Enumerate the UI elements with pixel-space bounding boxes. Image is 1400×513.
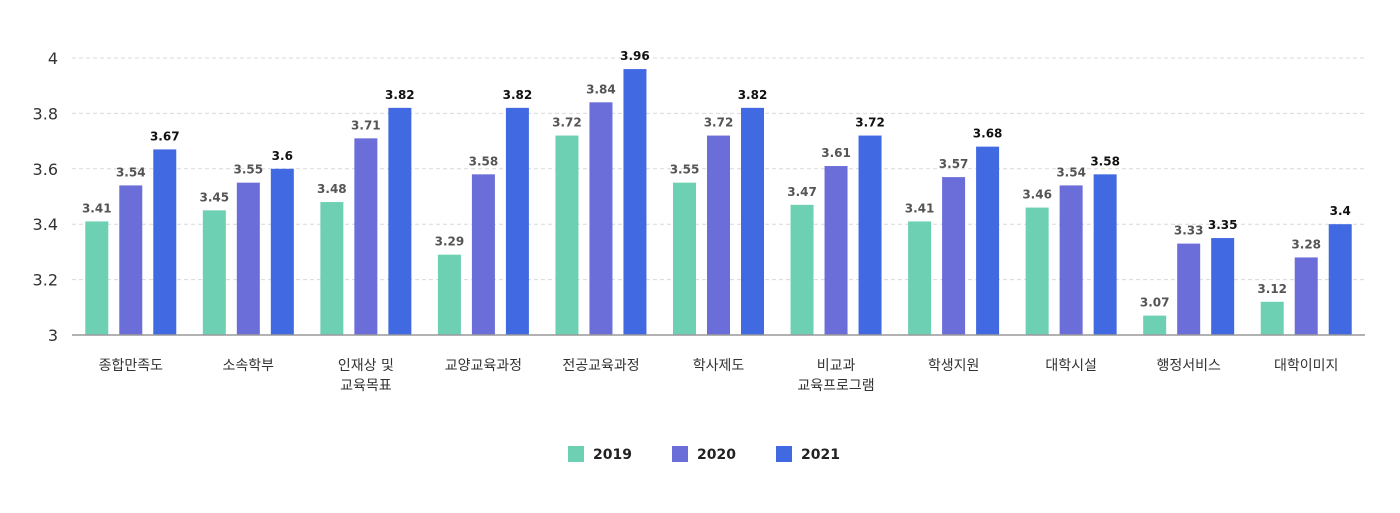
data-label: 3.68: [973, 127, 1003, 141]
y-tick-label: 3.2: [33, 271, 58, 290]
bar-2021: [505, 107, 529, 335]
data-label: 3.58: [1090, 154, 1120, 168]
data-label: 3.35: [1208, 218, 1238, 232]
data-label: 3.67: [150, 129, 180, 143]
bar-2021: [1328, 224, 1352, 335]
y-axis-tick-labels: 3 3.2 3.4 3.6 3.8 4: [33, 49, 58, 345]
bar-2021: [741, 107, 764, 335]
bar-2021: [623, 69, 647, 335]
data-label: 3.54: [1056, 165, 1086, 179]
category-label: 학사제도: [693, 358, 745, 374]
legend-swatch: [568, 446, 584, 462]
category-label: 인재상 및: [338, 358, 394, 374]
bar-2020: [707, 135, 730, 335]
bar-2021: [388, 107, 412, 335]
bar-2019: [437, 254, 461, 335]
legend-label: 2021: [801, 447, 840, 463]
category-label: 행정서비스: [1156, 358, 1221, 374]
category-label: 교육프로그램: [797, 378, 874, 394]
category-label: 종합만족도: [99, 358, 164, 374]
data-label: 3.84: [586, 82, 616, 96]
bar-2019: [908, 221, 932, 335]
category-label: 대학이미지: [1274, 358, 1338, 374]
bar-2020: [1177, 243, 1201, 335]
data-label: 3.82: [503, 88, 533, 102]
bar-2019: [202, 210, 226, 335]
legend-label: 2019: [593, 447, 632, 463]
bar-2020: [354, 138, 378, 335]
bar-2021: [976, 146, 1000, 335]
y-tick-label: 4: [48, 49, 58, 68]
category-label: 비교과: [817, 358, 856, 374]
data-label: 3.55: [234, 163, 264, 177]
data-label: 3.29: [435, 235, 465, 249]
bar-2020: [1059, 185, 1083, 335]
data-label: 3.28: [1291, 237, 1321, 251]
bar-2019: [555, 135, 579, 335]
bars: [85, 69, 1352, 335]
bar-2019: [1260, 301, 1284, 335]
bar-2019: [673, 182, 696, 335]
bar-2020: [589, 102, 613, 335]
data-label: 3.54: [116, 165, 146, 179]
data-label: 3.82: [385, 88, 415, 102]
data-label: 3.55: [670, 163, 700, 177]
bar-2020: [942, 177, 966, 335]
legend-swatch: [672, 446, 688, 462]
data-label: 3.48: [317, 182, 347, 196]
bar-2021: [1211, 238, 1235, 335]
y-tick-label: 3: [48, 326, 58, 345]
bar-2021: [858, 135, 882, 335]
data-label: 3.82: [738, 88, 768, 102]
category-label: 교육목표: [340, 378, 392, 394]
data-label: 3.4: [1330, 204, 1351, 218]
bar-2021: [153, 149, 177, 335]
bar-2019: [85, 221, 109, 335]
data-label: 3.57: [939, 157, 969, 171]
category-label: 학생지원: [928, 358, 980, 374]
data-label: 3.07: [1140, 296, 1170, 310]
bar-2021: [1093, 174, 1117, 335]
data-label: 3.12: [1257, 282, 1287, 296]
category-label: 대학시설: [1045, 358, 1097, 374]
bar-2020: [236, 182, 260, 335]
data-label: 3.61: [821, 146, 851, 160]
bar-2021: [270, 168, 294, 335]
y-tick-label: 3.4: [33, 215, 58, 234]
legend-label: 2020: [697, 447, 736, 463]
data-label: 3.45: [200, 190, 230, 204]
data-label: 3.41: [82, 201, 112, 215]
data-label: 3.72: [855, 116, 885, 130]
bar-2020: [824, 166, 848, 335]
data-label: 3.71: [351, 118, 381, 132]
category-label: 교양교육과정: [445, 358, 522, 374]
y-tick-label: 3.8: [33, 104, 58, 123]
data-label: 3.41: [905, 201, 935, 215]
bar-2019: [790, 204, 814, 335]
data-label: 3.58: [469, 154, 499, 168]
bar-2020: [471, 174, 495, 335]
data-labels: 3.41 3.54 3.67 3.45 3.55 3.6 3.48 3.71 3.82 3.29 3…: [82, 49, 1351, 310]
bar-2020: [1294, 257, 1318, 335]
legend: 2019 2020 2021: [568, 446, 840, 463]
data-label: 3.33: [1174, 224, 1204, 238]
data-label: 3.96: [620, 49, 650, 63]
data-label: 3.72: [704, 116, 734, 130]
bar-2019: [1143, 315, 1167, 335]
y-tick-label: 3.6: [33, 160, 58, 179]
bar-2019: [320, 202, 344, 335]
bar-2020: [119, 185, 143, 335]
data-label: 3.47: [787, 185, 817, 199]
data-label: 3.6: [272, 149, 293, 163]
category-label: 소속학부: [223, 358, 275, 374]
data-label: 3.46: [1022, 188, 1052, 202]
bar-2019: [1025, 207, 1049, 335]
legend-swatch: [776, 446, 792, 462]
category-label: 전공교육과정: [562, 358, 639, 374]
data-label: 3.72: [552, 116, 582, 130]
